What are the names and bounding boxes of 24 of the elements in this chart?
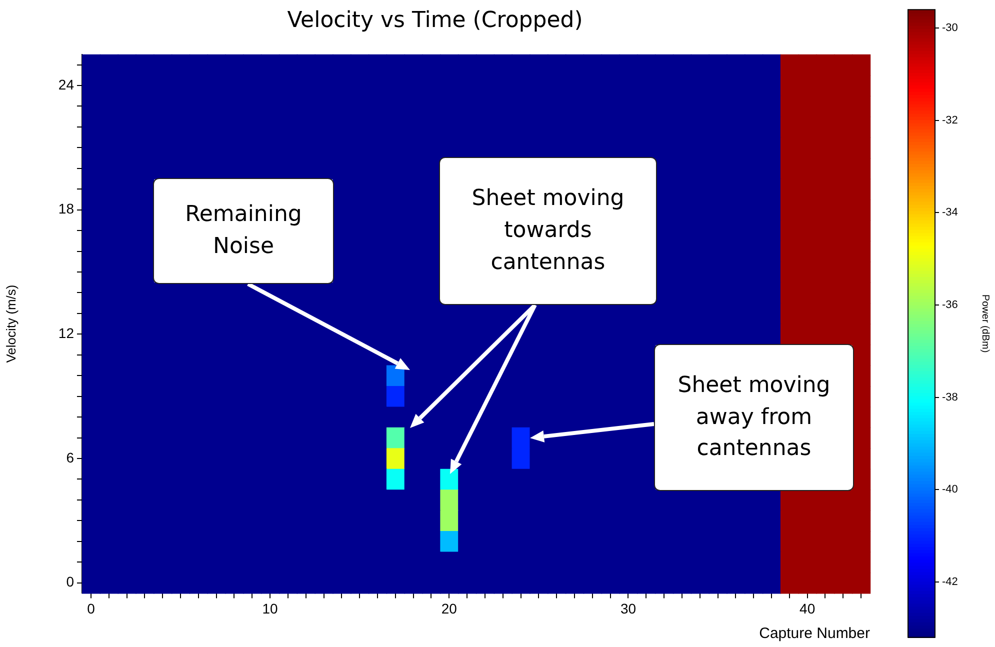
color-bar-label: -30 [942,22,958,34]
x-tick-label: 20 [441,600,458,616]
annotation: Sheet moving away from cantennas [676,372,832,464]
annotation: Remaining Noise [184,201,303,261]
y-axis-title: Velocity (m/s) [3,284,18,363]
color-bar-label: -42 [942,576,958,588]
annotation: Sheet moving towards cantennas [470,185,626,277]
x-axis-title: Capture Number [759,625,870,642]
x-tick-label: 10 [262,600,278,616]
y-tick-label: 12 [58,325,74,342]
color-bar-title: Power (dBm) [979,294,990,353]
y-tick-label: 6 [66,449,74,466]
y-tick-label: 0 [66,574,74,590]
color-bar-label: -32 [942,114,958,126]
color-bar-label: -40 [942,484,958,496]
chart-title: Velocity vs Time (Cropped) [287,8,583,33]
y-tick-label: 24 [58,76,74,92]
y-tick-label: 18 [58,200,74,217]
color-bar-label: -38 [942,391,958,404]
color-bar-label: -36 [942,299,958,312]
x-tick-label: 30 [620,600,636,616]
x-tick-label: 0 [87,600,96,616]
color-bar-label: -34 [942,206,958,219]
x-tick-label: 40 [800,600,816,616]
